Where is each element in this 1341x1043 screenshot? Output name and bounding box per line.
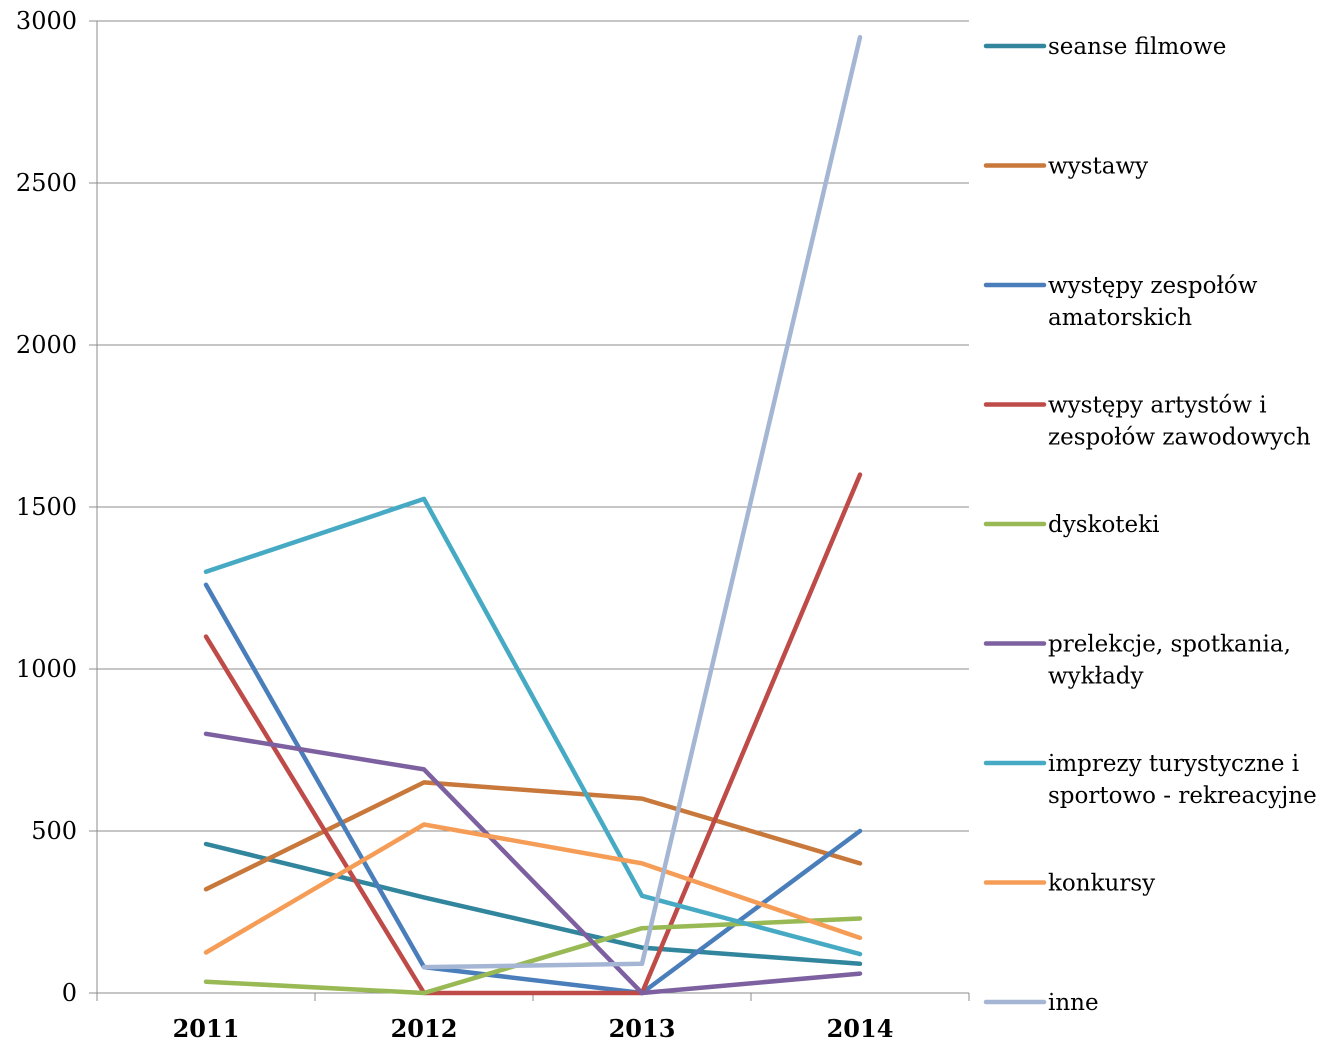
y-tick-label: 2500 [16,169,77,197]
legend: seanse filmowe wystawy występy zespołów ama… [983,34,1317,1016]
series-line-8 [203,822,863,955]
legend-label: amatorskich [1048,305,1192,331]
legend-item: seanse filmowe [983,34,1226,60]
legend-item: prelekcje, spotkania, wykłady [983,632,1291,690]
axes: 0 500 1000 1500 2000 2500 3000 2011 2012 2013 2014 [16,7,970,1043]
legend-label: dyskoteki [1048,512,1159,538]
legend-item: dyskoteki [983,512,1159,538]
series-line-4 [203,472,863,996]
legend-label: imprezy turystyczne i [1048,751,1299,777]
series-lines [203,34,863,996]
x-tick-label: 2013 [609,1014,676,1043]
y-tick-label: 1000 [16,655,77,683]
legend-label: inne [1048,990,1099,1016]
legend-item: wystawy [983,154,1148,180]
legend-label: zespołów zawodowych [1048,425,1311,451]
series-line-2 [203,780,863,892]
legend-label: wykłady [1048,664,1144,690]
legend-label: seanse filmowe [1048,34,1226,60]
gridlines [97,20,969,832]
legend-label: prelekcje, spotkania, [1048,632,1291,658]
legend-item: konkursy [983,871,1155,897]
legend-label: występy zespołów [1048,273,1258,299]
series-line-3 [203,582,863,996]
y-tick-label: 1500 [16,493,77,521]
legend-label: konkursy [1048,871,1155,897]
x-tick-label: 2011 [173,1014,240,1043]
legend-item: inne [983,990,1099,1016]
series-line-7 [203,496,863,957]
x-tick-label: 2012 [391,1014,458,1043]
series-line-9 [421,34,863,970]
y-tick-label: 500 [31,817,77,845]
legend-label: wystawy [1048,154,1148,180]
y-tick-label: 0 [62,979,77,1007]
legend-item: występy zespołów amatorskich [983,273,1258,331]
series-line-1 [203,841,863,967]
y-tick-label: 2000 [16,331,77,359]
legend-item: imprezy turystyczne i sportowo - rekreacy… [983,751,1317,809]
legend-label: występy artystów i [1048,393,1267,419]
legend-item: występy artystów i zespołów zawodowych [983,393,1311,451]
legend-label: sportowo - rekreacyjne [1048,783,1317,809]
y-tick-label: 3000 [16,7,77,35]
x-tick-label: 2014 [827,1014,894,1043]
series-line-6 [203,731,863,996]
